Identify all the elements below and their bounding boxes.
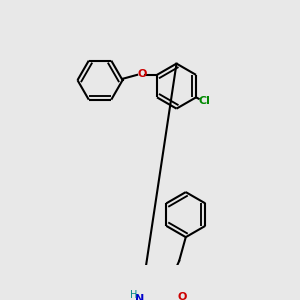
Text: H: H: [130, 290, 138, 300]
Text: Cl: Cl: [198, 96, 210, 106]
Text: O: O: [177, 292, 187, 300]
Text: O: O: [138, 68, 147, 79]
Text: N: N: [135, 294, 144, 300]
